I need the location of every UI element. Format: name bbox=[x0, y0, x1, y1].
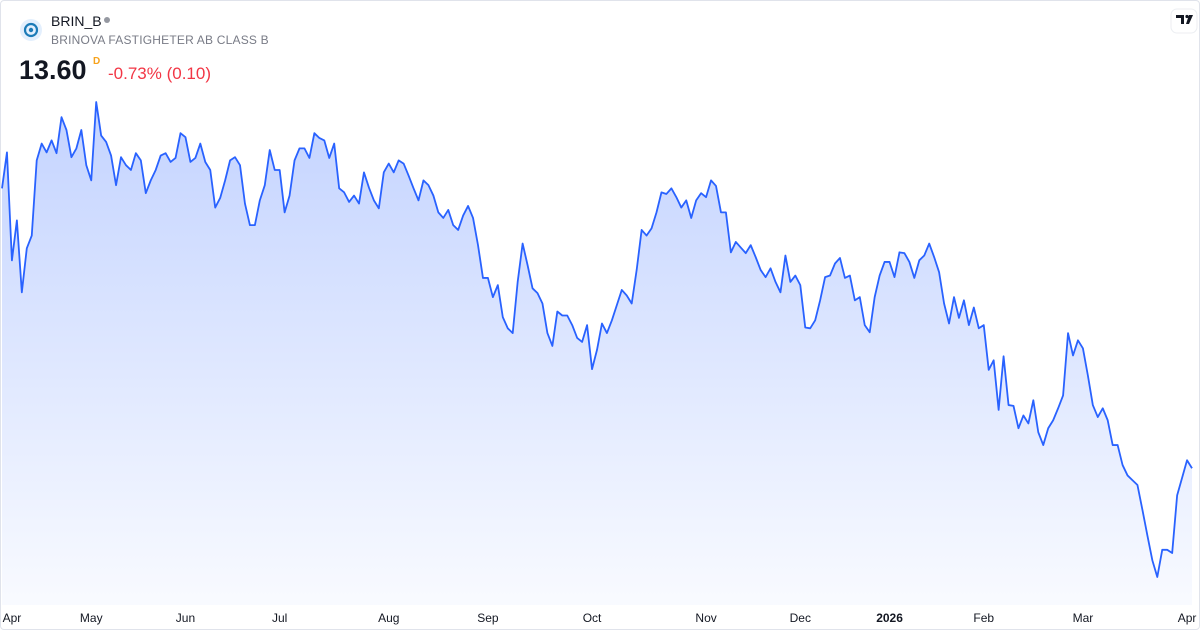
x-tick-label: Apr bbox=[1178, 611, 1197, 625]
price-line bbox=[1, 101, 1193, 578]
company-name: BRINOVA FASTIGHETER AB CLASS B bbox=[51, 33, 269, 47]
x-tick-label: Nov bbox=[695, 611, 716, 625]
last-price: 13.60 bbox=[19, 55, 87, 85]
market-status-dot bbox=[104, 17, 110, 23]
price-suffix: D bbox=[93, 56, 101, 67]
area-fill bbox=[2, 102, 1192, 605]
x-tick-label: Jun bbox=[176, 611, 195, 625]
x-tick-label: Aug bbox=[378, 611, 399, 625]
price-change: -0.73% (0.10) bbox=[108, 64, 211, 83]
tradingview-logo[interactable] bbox=[1170, 8, 1198, 34]
x-tick-label: Jul bbox=[272, 611, 287, 625]
x-tick-label: Sep bbox=[477, 611, 499, 625]
x-tick-label: 2026 bbox=[876, 611, 903, 625]
x-tick-label: Oct bbox=[583, 611, 602, 625]
x-tick-label: Apr bbox=[3, 611, 22, 625]
x-tick-label: May bbox=[80, 611, 103, 625]
x-tick-label: Mar bbox=[1073, 611, 1094, 625]
x-tick-label: Dec bbox=[790, 611, 811, 625]
x-tick-label: Feb bbox=[973, 611, 994, 625]
symbol-logo bbox=[20, 19, 42, 41]
symbol[interactable]: BRIN_B bbox=[51, 13, 102, 29]
